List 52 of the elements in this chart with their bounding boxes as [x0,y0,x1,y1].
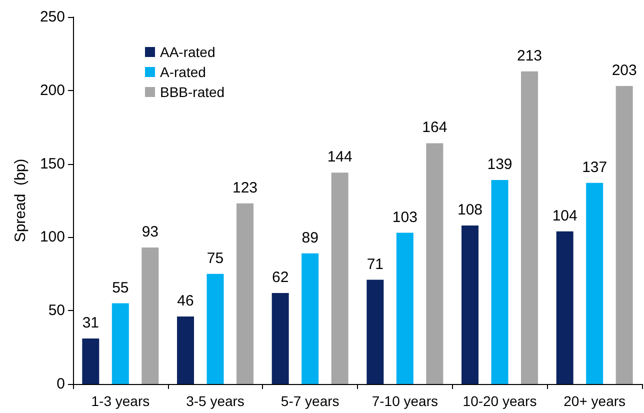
bar [426,143,444,384]
x-tick-label: 5-7 years [280,393,340,409]
bar [82,338,100,384]
y-tick-label: 50 [48,302,65,320]
bar [206,274,224,384]
x-tick-label: 3-5 years [186,393,244,409]
x-tick-label: 7-10 years [372,393,438,409]
legend-label: AA-rated [160,44,216,60]
data-label: 108 [457,201,483,218]
bar [396,232,414,384]
bar [112,303,129,384]
bar [366,280,384,384]
bar [142,247,159,384]
data-label: 103 [392,208,418,226]
data-label: 203 [612,62,637,79]
data-label: 89 [302,229,318,246]
y-axis-title: Spread (bp) [12,158,29,242]
data-label: 144 [327,148,352,166]
bar [586,182,604,384]
legend-label: BBB-rated [160,84,225,100]
bar [521,71,538,384]
data-label: 71 [366,256,384,273]
data-label: 46 [177,292,194,310]
data-label: 93 [142,223,159,240]
y-tick-label: 200 [40,82,65,99]
data-label: 137 [582,158,608,176]
bar [272,292,289,384]
data-label: 62 [272,268,289,286]
bar [331,172,348,384]
bar [177,316,194,384]
y-tick-label: 0 [56,376,65,392]
y-tick-label: 150 [40,155,65,172]
x-tick-label: 1-3 years [91,393,150,409]
bar [616,86,633,384]
data-label: 31 [82,314,100,332]
bar [491,180,508,384]
data-label: 213 [516,47,542,64]
x-tick-label: 20+ years [564,393,626,409]
y-tick-label: 250 [40,8,65,26]
data-label: 139 [487,156,512,173]
data-label: 104 [552,207,578,224]
y-tick-label: 100 [40,228,65,246]
data-label: 55 [112,279,129,296]
x-tick-label: 10-20 years [462,393,537,409]
bar [556,231,574,384]
data-label: 123 [232,179,258,196]
data-label: 75 [206,250,224,267]
bar [236,203,254,384]
data-label: 164 [422,119,448,136]
bar [302,253,319,384]
bar [462,225,478,384]
legend-label: A-rated [160,64,206,80]
